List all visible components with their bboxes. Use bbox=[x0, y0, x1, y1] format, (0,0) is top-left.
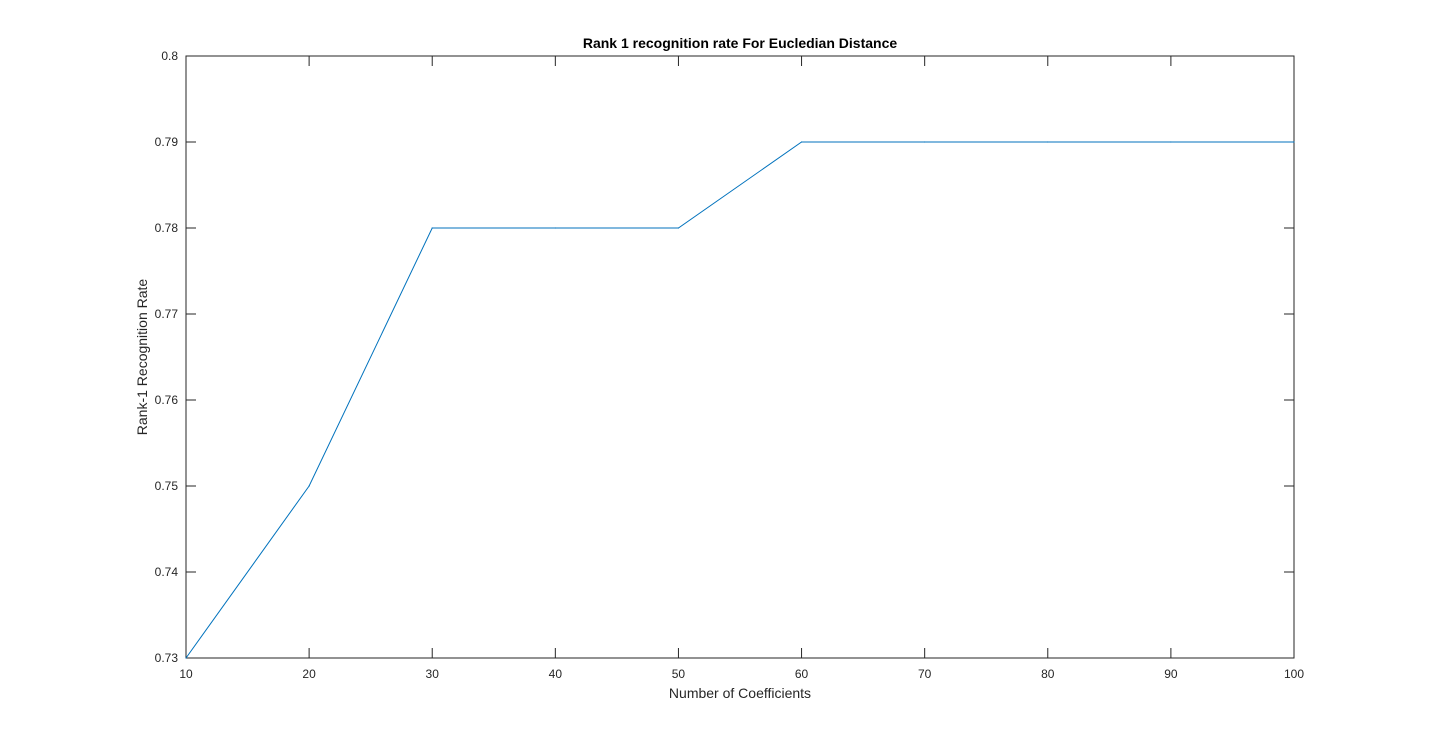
x-tick-label: 50 bbox=[672, 667, 686, 681]
y-tick-label: 0.79 bbox=[155, 135, 179, 149]
data-point bbox=[1170, 141, 1172, 143]
data-point bbox=[185, 657, 187, 659]
data-point bbox=[924, 141, 926, 143]
data-point bbox=[1293, 141, 1295, 143]
x-tick-label: 70 bbox=[918, 667, 932, 681]
series-line-1 bbox=[185, 141, 1294, 659]
x-tick-label: 90 bbox=[1164, 667, 1178, 681]
data-point bbox=[554, 227, 556, 229]
x-axis-tick-labels: 10 20 30 40 50 60 70 80 90 100 bbox=[179, 667, 1304, 681]
y-tick-label: 0.76 bbox=[155, 393, 179, 407]
x-axis-label: Number of Coefficients bbox=[669, 685, 811, 701]
chart-title: Rank 1 recognition rate For Eucledian Di… bbox=[583, 35, 898, 51]
series-lines bbox=[185, 141, 1295, 659]
x-tick-label: 10 bbox=[179, 667, 193, 681]
data-point bbox=[677, 227, 680, 229]
y-tick-label: 0.74 bbox=[155, 565, 179, 579]
axis-ticks bbox=[185, 55, 1295, 659]
y-axis-tick-labels: 0.73 0.74 0.75 0.76 0.77 0.78 0.79 0.8 bbox=[155, 49, 179, 665]
y-axis-label: Rank-1 Recognition Rate bbox=[134, 279, 150, 436]
y-tick-label: 0.75 bbox=[155, 479, 179, 493]
y-tick-label: 0.78 bbox=[155, 221, 179, 235]
data-point bbox=[800, 141, 803, 143]
x-tick-label: 80 bbox=[1041, 667, 1055, 681]
data-point bbox=[1047, 141, 1049, 143]
x-tick-label: 30 bbox=[426, 667, 440, 681]
y-tick-label: 0.73 bbox=[155, 651, 179, 665]
plot-area bbox=[185, 55, 1295, 659]
data-point bbox=[308, 485, 310, 487]
x-tick-label: 40 bbox=[549, 667, 563, 681]
y-tick-label: 0.77 bbox=[155, 307, 179, 321]
y-tick-label: 0.8 bbox=[161, 49, 178, 63]
x-tick-label: 100 bbox=[1284, 667, 1304, 681]
x-tick-label: 20 bbox=[302, 667, 316, 681]
data-point bbox=[431, 227, 433, 229]
x-tick-label: 60 bbox=[795, 667, 809, 681]
